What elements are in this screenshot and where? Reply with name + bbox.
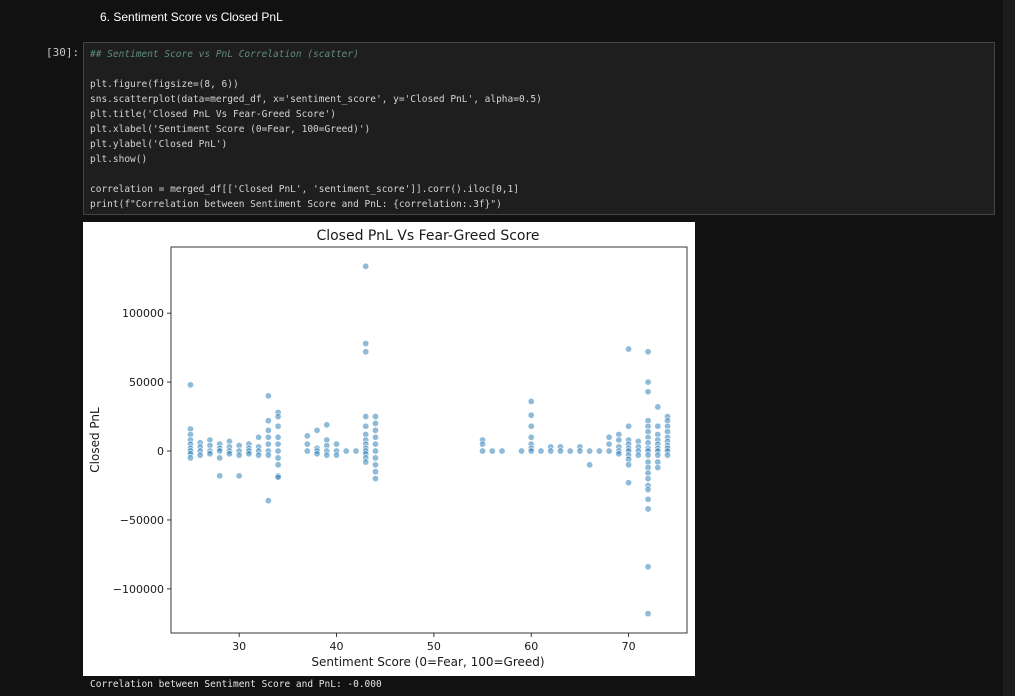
cell-execution-prompt: [30]:	[46, 46, 80, 59]
code-cell-editor[interactable]: ## Sentiment Score vs PnL Correlation (s…	[83, 42, 995, 215]
code-line-11: print(f"Correlation between Sentiment Sc…	[90, 199, 502, 210]
code-block[interactable]: ## Sentiment Score vs PnL Correlation (s…	[90, 47, 542, 212]
print-output: Correlation between Sentiment Score and …	[90, 679, 382, 690]
right-scrollbar-gutter[interactable]	[1003, 0, 1015, 696]
code-line-3: plt.figure(figsize=(8, 6))	[90, 79, 239, 90]
markdown-heading: 6. Sentiment Score vs Closed PnL	[100, 10, 283, 24]
code-line-5: plt.title('Closed PnL Vs Fear-Greed Scor…	[90, 109, 336, 120]
code-line-6: plt.xlabel('Sentiment Score (0=Fear, 100…	[90, 124, 371, 135]
code-line-4: sns.scatterplot(data=merged_df, x='senti…	[90, 94, 542, 105]
code-line-10: correlation = merged_df[['Closed PnL', '…	[90, 184, 519, 195]
code-line-7: plt.ylabel('Closed PnL')	[90, 139, 228, 150]
code-line-1: ## Sentiment Score vs PnL Correlation (s…	[90, 49, 359, 60]
plot-output-area	[83, 222, 695, 676]
code-line-8: plt.show()	[90, 154, 148, 165]
